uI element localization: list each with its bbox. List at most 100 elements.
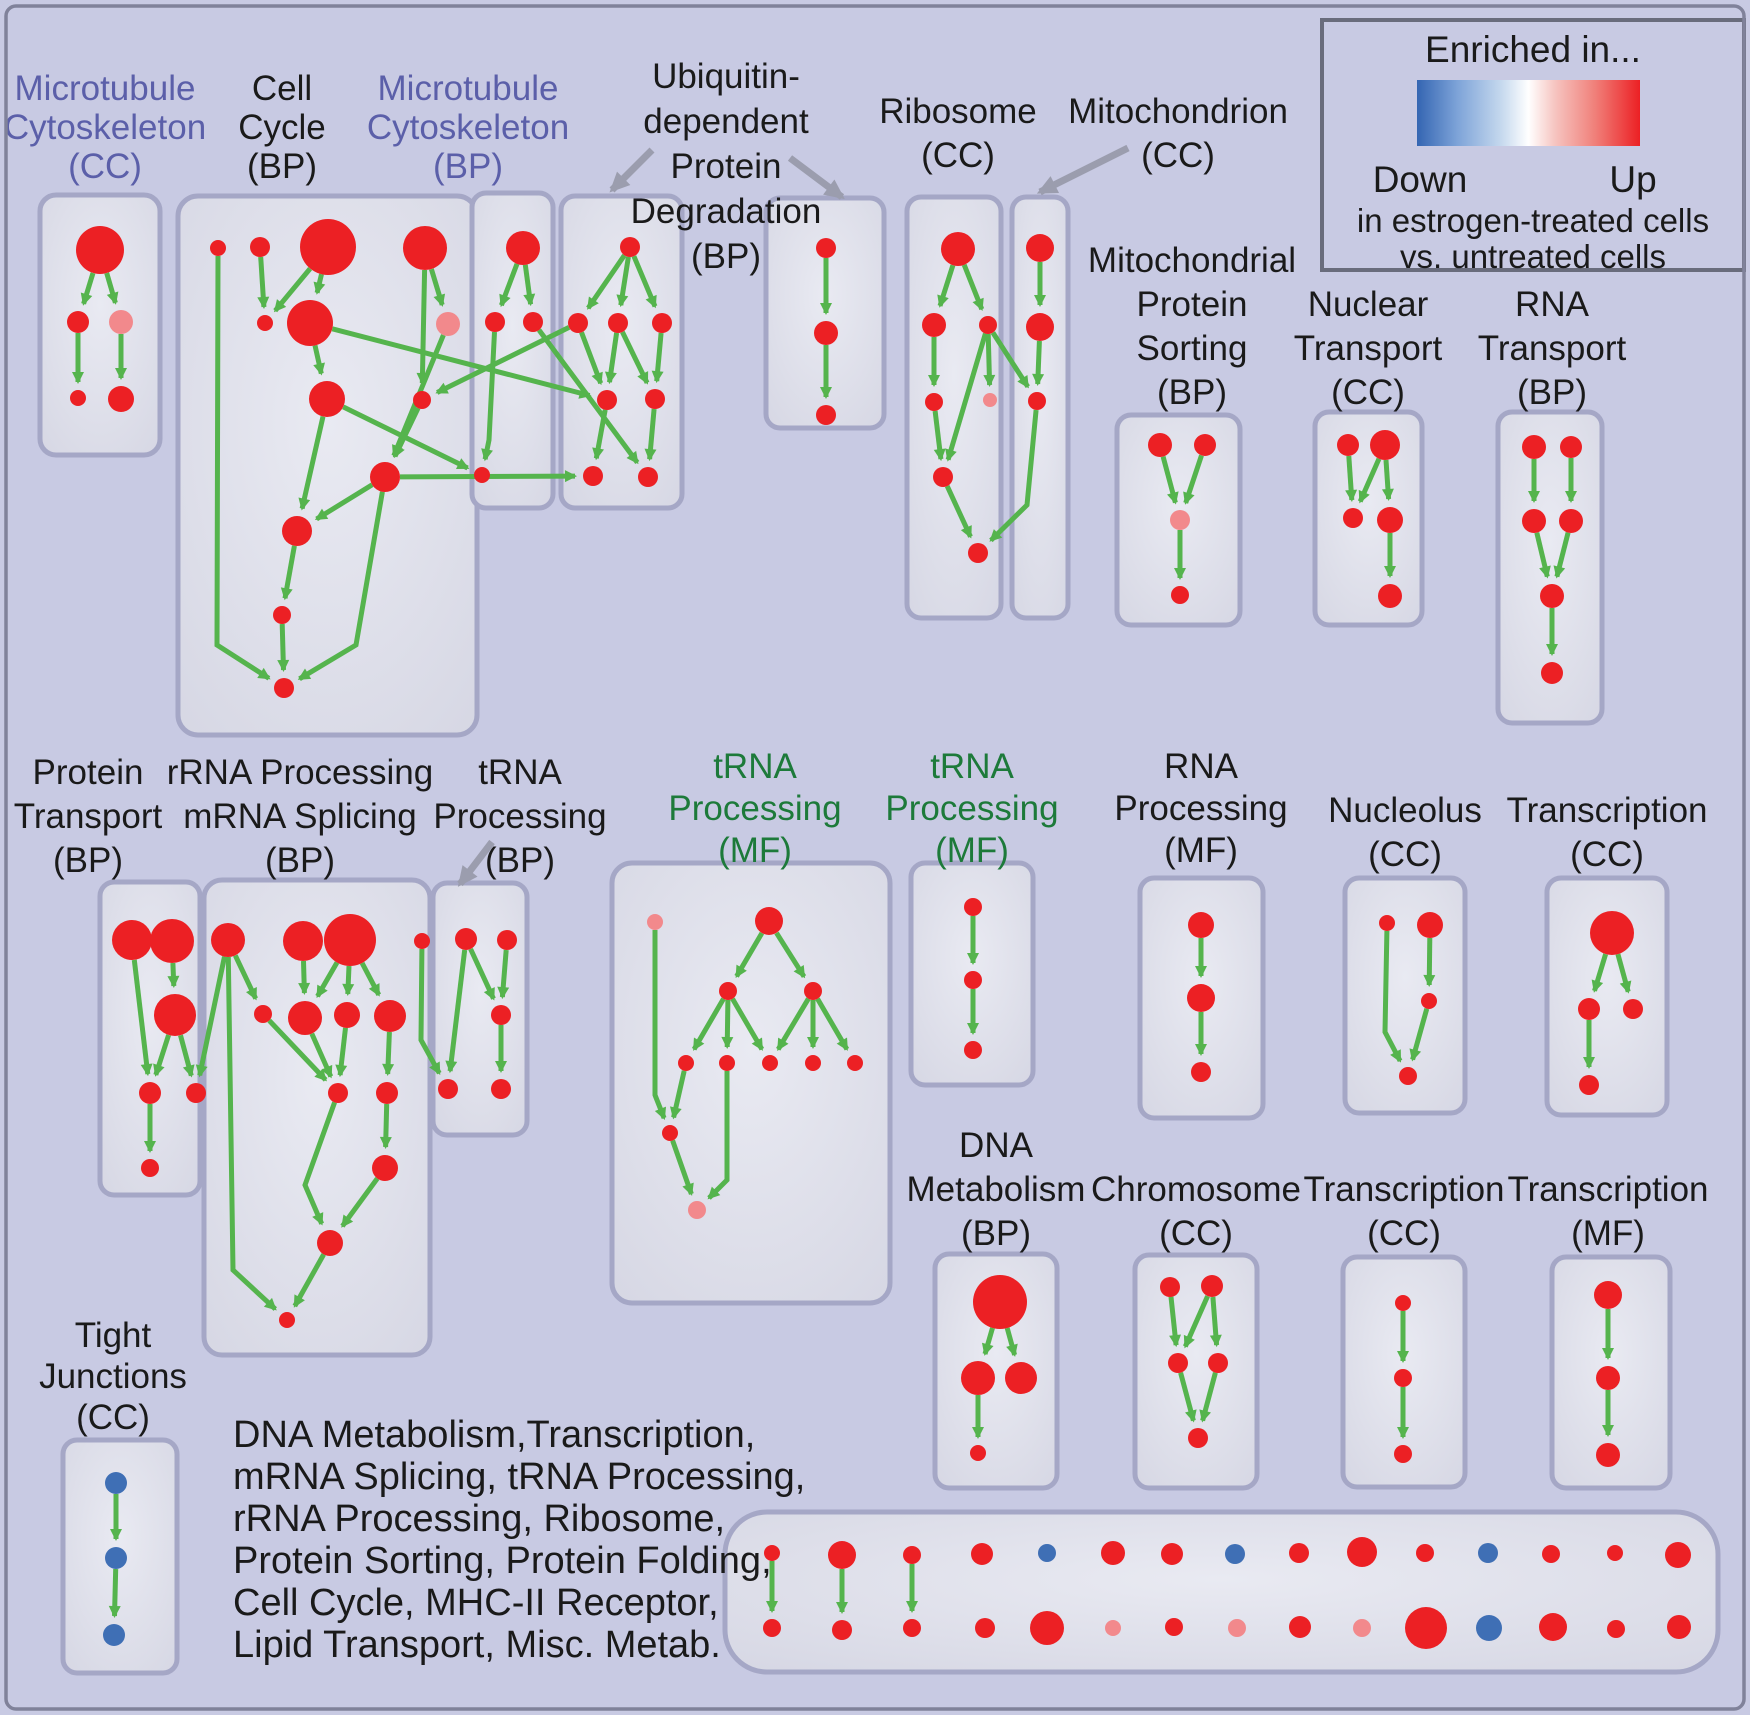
- misc-box-node-11[interactable]: [1478, 1543, 1498, 1563]
- cell-cycle-node-6[interactable]: [436, 312, 460, 336]
- dna-metabolism-bp-node-0[interactable]: [973, 1275, 1027, 1329]
- transcription-cc-2-node-1[interactable]: [1394, 1369, 1412, 1387]
- trna-bp-node-1[interactable]: [497, 930, 517, 950]
- trna-mf-1-node-8[interactable]: [847, 1055, 863, 1071]
- transcription-cc-2-node-2[interactable]: [1394, 1445, 1412, 1463]
- mitochondrion-cc-node-2[interactable]: [1028, 392, 1046, 410]
- nuclear-transport-cc-node-2[interactable]: [1343, 508, 1363, 528]
- ubiquitin-bp-node-3[interactable]: [652, 313, 672, 333]
- trna-bp-node-3[interactable]: [438, 1079, 458, 1099]
- protein-transport-bp-node-2[interactable]: [154, 994, 196, 1036]
- misc-box-node-18[interactable]: [975, 1618, 995, 1638]
- rrna-mrna-bp-node-10[interactable]: [372, 1155, 398, 1181]
- rna-transport-bp-node-1[interactable]: [1560, 436, 1582, 458]
- cell-cycle-node-8[interactable]: [413, 391, 431, 409]
- ubiquitin-bp-2-node-2[interactable]: [816, 405, 836, 425]
- chromosome-cc-node-4[interactable]: [1188, 1428, 1208, 1448]
- ribosome-cc-node-5[interactable]: [933, 467, 953, 487]
- chromosome-cc-node-0[interactable]: [1160, 1277, 1180, 1297]
- ubiquitin-bp-node-0[interactable]: [620, 237, 640, 257]
- misc-box-node-5[interactable]: [1101, 1541, 1125, 1565]
- trna-bp-node-2[interactable]: [491, 1005, 511, 1025]
- rrna-mrna-bp-node-3[interactable]: [414, 933, 430, 949]
- cell-cycle-node-3[interactable]: [403, 226, 447, 270]
- ubiquitin-bp-node-5[interactable]: [645, 389, 665, 409]
- transcription-cc-1-node-3[interactable]: [1579, 1075, 1599, 1095]
- protein-transport-bp-node-0[interactable]: [112, 920, 152, 960]
- misc-box-node-6[interactable]: [1161, 1543, 1183, 1565]
- misc-box-node-19[interactable]: [1030, 1611, 1064, 1645]
- protein-transport-bp-node-1[interactable]: [150, 919, 194, 963]
- ubiquitin-bp-2-node-0[interactable]: [816, 238, 836, 258]
- trna-bp-node-4[interactable]: [491, 1079, 511, 1099]
- misc-box-node-7[interactable]: [1225, 1544, 1245, 1564]
- cell-cycle-node-2[interactable]: [300, 219, 356, 275]
- microtubule-cc-node-0[interactable]: [76, 226, 124, 274]
- ubiquitin-bp-node-1[interactable]: [568, 313, 588, 333]
- mito-sorting-bp-node-0[interactable]: [1148, 433, 1172, 457]
- trna-bp-node-0[interactable]: [455, 928, 477, 950]
- ubiquitin-bp-node-7[interactable]: [638, 467, 658, 487]
- rrna-mrna-bp-node-1[interactable]: [283, 921, 323, 961]
- cell-cycle-node-10[interactable]: [282, 516, 312, 546]
- protein-transport-bp-node-5[interactable]: [141, 1159, 159, 1177]
- dna-metabolism-bp-node-3[interactable]: [970, 1445, 986, 1461]
- trna-mf-1-node-10[interactable]: [688, 1201, 706, 1219]
- trna-mf-1-node-3[interactable]: [804, 982, 822, 1000]
- ribosome-cc-node-1[interactable]: [922, 313, 946, 337]
- trna-mf-1-node-5[interactable]: [719, 1055, 735, 1071]
- mitochondrion-cc-node-1[interactable]: [1026, 313, 1054, 341]
- ubiquitin-bp-2-node-1[interactable]: [814, 321, 838, 345]
- cell-cycle-node-4[interactable]: [257, 315, 273, 331]
- trna-mf-1-node-6[interactable]: [762, 1055, 778, 1071]
- ubiquitin-bp-node-2[interactable]: [608, 313, 628, 333]
- transcription-cc-2-node-0[interactable]: [1395, 1295, 1411, 1311]
- misc-box-node-15[interactable]: [763, 1619, 781, 1637]
- protein-transport-bp-node-4[interactable]: [186, 1083, 206, 1103]
- rrna-mrna-bp-node-7[interactable]: [374, 1000, 406, 1032]
- chromosome-cc-node-2[interactable]: [1168, 1353, 1188, 1373]
- misc-box-node-10[interactable]: [1416, 1544, 1434, 1562]
- nuclear-transport-cc-node-1[interactable]: [1370, 430, 1400, 460]
- trna-mf-1-node-2[interactable]: [719, 982, 737, 1000]
- dna-metabolism-bp-node-2[interactable]: [1005, 1362, 1037, 1394]
- tight-junctions-cc-node-2[interactable]: [103, 1624, 125, 1646]
- cell-cycle-node-1[interactable]: [250, 237, 270, 257]
- microtubule-bp-node-0[interactable]: [506, 231, 540, 265]
- misc-box-node-9[interactable]: [1347, 1537, 1377, 1567]
- cell-cycle-node-9[interactable]: [370, 462, 400, 492]
- rna-transport-bp-node-4[interactable]: [1540, 584, 1564, 608]
- misc-box-node-2[interactable]: [903, 1546, 921, 1564]
- misc-box-node-24[interactable]: [1353, 1619, 1371, 1637]
- trna-mf-1-node-4[interactable]: [678, 1055, 694, 1071]
- rna-transport-bp-node-5[interactable]: [1541, 662, 1563, 684]
- mito-sorting-bp-node-1[interactable]: [1194, 434, 1216, 456]
- rna-processing-mf-node-0[interactable]: [1188, 912, 1214, 938]
- nuclear-transport-cc-node-4[interactable]: [1378, 584, 1402, 608]
- misc-box-node-1[interactable]: [828, 1541, 856, 1569]
- rna-processing-mf-node-2[interactable]: [1191, 1062, 1211, 1082]
- microtubule-cc-node-2[interactable]: [109, 310, 133, 334]
- transcription-mf-node-1[interactable]: [1596, 1366, 1620, 1390]
- ubiquitin-bp-node-6[interactable]: [583, 466, 603, 486]
- trna-mf-1-node-1[interactable]: [755, 907, 783, 935]
- microtubule-cc-node-3[interactable]: [70, 390, 86, 406]
- nucleolus-cc-node-2[interactable]: [1421, 993, 1437, 1009]
- misc-box-node-17[interactable]: [903, 1619, 921, 1637]
- rrna-mrna-bp-node-4[interactable]: [254, 1005, 272, 1023]
- misc-box-node-28[interactable]: [1607, 1620, 1625, 1638]
- rna-transport-bp-node-3[interactable]: [1559, 509, 1583, 533]
- cell-cycle-node-11[interactable]: [273, 606, 291, 624]
- trna-mf-1-node-9[interactable]: [662, 1125, 678, 1141]
- misc-box-node-22[interactable]: [1228, 1619, 1246, 1637]
- cell-cycle-node-0[interactable]: [210, 240, 226, 256]
- microtubule-cc-node-1[interactable]: [67, 311, 89, 333]
- nucleolus-cc-node-3[interactable]: [1399, 1067, 1417, 1085]
- cell-cycle-node-12[interactable]: [274, 678, 294, 698]
- trna-mf-1-node-0[interactable]: [647, 914, 663, 930]
- misc-box-node-23[interactable]: [1289, 1616, 1311, 1638]
- ribosome-cc-node-2[interactable]: [979, 316, 997, 334]
- misc-box-node-0[interactable]: [764, 1545, 780, 1561]
- misc-box-node-16[interactable]: [832, 1620, 852, 1640]
- protein-transport-bp-node-3[interactable]: [139, 1082, 161, 1104]
